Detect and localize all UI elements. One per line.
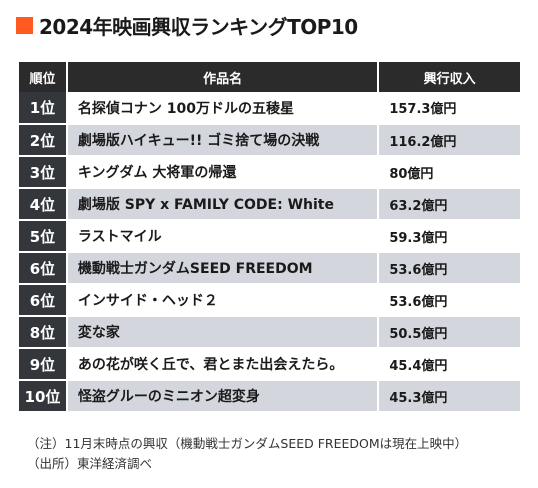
revenue-cell: 80億円 xyxy=(377,156,520,189)
title-marker xyxy=(16,16,33,34)
table-row: 3位 キングダム 大将軍の帰還 80億円 xyxy=(19,156,520,189)
revenue-cell: 50.5億円 xyxy=(377,316,520,349)
revenue-cell: 45.4億円 xyxy=(377,348,520,381)
table-row: 6位 インサイド・ヘッド２ 53.6億円 xyxy=(19,284,520,317)
revenue-cell: 53.6億円 xyxy=(377,284,520,317)
rank-cell: 4位 xyxy=(19,188,67,221)
table-row: 1位 名探偵コナン 100万ドルの五稜星 157.3億円 xyxy=(19,92,520,125)
ranking-table: 順位 作品名 興行収入 1位 名探偵コナン 100万ドルの五稜星 157.3億円… xyxy=(19,62,520,413)
header-revenue: 興行収入 xyxy=(377,62,520,92)
title-cell: 劇場版ハイキュー!! ゴミ捨て場の決戦 xyxy=(65,124,379,157)
table-row: 6位 機動戦士ガンダムSEED FREEDOM 53.6億円 xyxy=(19,252,520,285)
footnotes: （注）11月末時点の興収（機動戦士ガンダムSEED FREEDOMは現在上映中）… xyxy=(27,434,467,474)
revenue-cell: 116.2億円 xyxy=(377,124,520,157)
rank-cell: 10位 xyxy=(19,380,67,413)
page-title: 2024年映画興収ランキングTOP10 xyxy=(39,14,358,39)
rank-cell: 8位 xyxy=(19,316,67,349)
source-text: （出所）東洋経済調べ xyxy=(27,456,153,471)
table-row: 5位 ラストマイル 59.3億円 xyxy=(19,220,520,253)
rank-cell: 9位 xyxy=(19,348,67,381)
title-cell: ラストマイル xyxy=(65,220,379,253)
rank-cell: 2位 xyxy=(19,124,67,157)
title-cell: 怪盗グルーのミニオン超変身 xyxy=(65,380,379,413)
rank-cell: 6位 xyxy=(19,252,67,285)
rank-cell: 6位 xyxy=(19,284,67,317)
revenue-cell: 63.2億円 xyxy=(377,188,520,221)
revenue-cell: 53.6億円 xyxy=(377,252,520,285)
table-row: 2位 劇場版ハイキュー!! ゴミ捨て場の決戦 116.2億円 xyxy=(19,124,520,157)
table-row: 10位 怪盗グルーのミニオン超変身 45.3億円 xyxy=(19,380,520,413)
title-cell: あの花が咲く丘で、君とまた出会えたら。 xyxy=(65,348,379,381)
table-row: 8位 変な家 50.5億円 xyxy=(19,316,520,349)
title-cell: 機動戦士ガンダムSEED FREEDOM xyxy=(65,252,379,285)
table-header-row: 順位 作品名 興行収入 xyxy=(19,62,520,92)
table-row: 9位 あの花が咲く丘で、君とまた出会えたら。 45.4億円 xyxy=(19,348,520,381)
title-cell: 劇場版 SPY x FAMILY CODE: White xyxy=(65,188,379,221)
title-cell: インサイド・ヘッド２ xyxy=(65,284,379,317)
rank-cell: 5位 xyxy=(19,220,67,253)
revenue-cell: 157.3億円 xyxy=(377,92,520,125)
header-rank: 順位 xyxy=(29,71,56,87)
revenue-cell: 45.3億円 xyxy=(377,380,520,413)
title-cell: キングダム 大将軍の帰還 xyxy=(65,156,379,189)
table-row: 4位 劇場版 SPY x FAMILY CODE: White 63.2億円 xyxy=(19,188,520,221)
rank-cell: 1位 xyxy=(19,92,67,125)
revenue-cell: 59.3億円 xyxy=(377,220,520,253)
note-text: （注）11月末時点の興収（機動戦士ガンダムSEED FREEDOMは現在上映中） xyxy=(27,436,468,451)
rank-cell: 3位 xyxy=(19,156,67,189)
title-row: 2024年映画興収ランキングTOP10 xyxy=(16,10,358,40)
header-title: 作品名 xyxy=(65,62,379,92)
title-cell: 名探偵コナン 100万ドルの五稜星 xyxy=(65,92,379,125)
title-cell: 変な家 xyxy=(65,316,379,349)
